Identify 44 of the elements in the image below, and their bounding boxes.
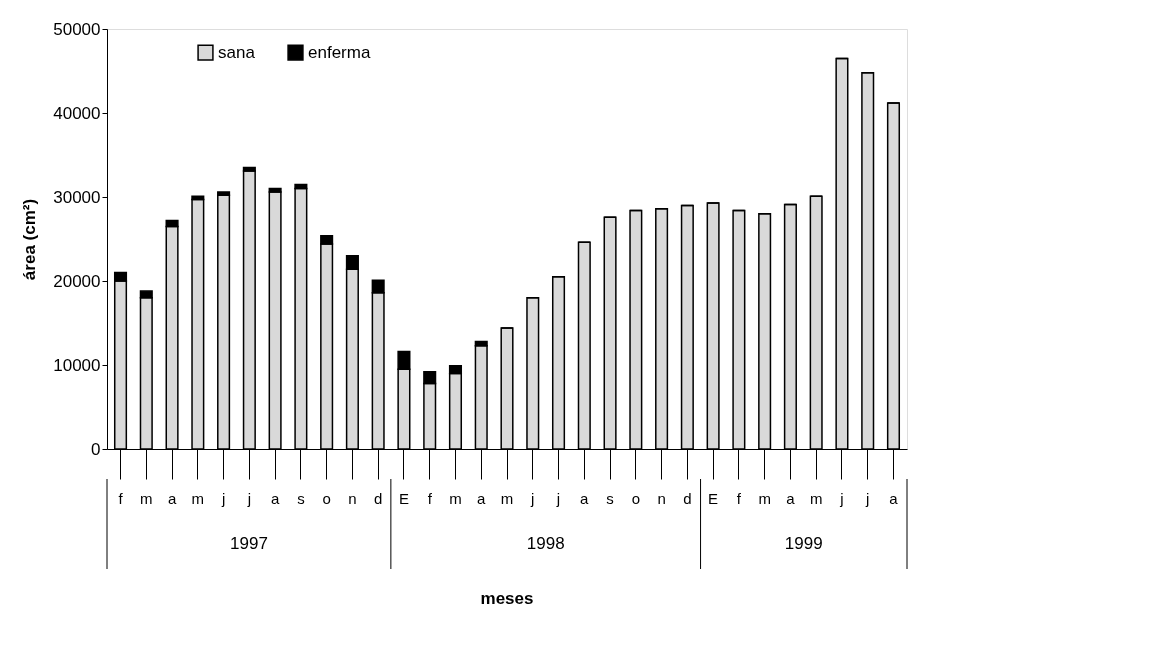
- x-tick-label: E: [708, 489, 719, 507]
- x-tick-label: E: [398, 489, 409, 507]
- x-tick-label: n: [657, 489, 666, 507]
- y-tick-label: 30000: [53, 187, 101, 207]
- text: 1999: [784, 534, 823, 553]
- x-tick-label: a: [477, 489, 487, 507]
- x-tick-label: m: [140, 489, 153, 507]
- y-tick-label: 10000: [53, 355, 101, 375]
- x-tick-label: d: [374, 489, 383, 507]
- x-tick-label: a: [270, 489, 280, 507]
- x-axis-title: meses: [480, 589, 534, 608]
- x-tick-label: j: [530, 489, 535, 507]
- x-tick-label: a: [889, 489, 899, 507]
- text: 1997: [230, 534, 268, 553]
- x-tick-label: j: [865, 489, 870, 507]
- legend-label: enferma: [308, 42, 371, 62]
- x-tick-label: j: [839, 489, 844, 507]
- x-tick-label: s: [297, 489, 305, 507]
- x-tick-label: d: [683, 489, 692, 507]
- y-axis-title: área (cm²): [20, 198, 40, 281]
- x-tick-label: j: [246, 489, 252, 507]
- y-tick-label: 40000: [53, 103, 101, 123]
- x-tick-label: s: [606, 489, 614, 507]
- y-tick-label: 50000: [53, 19, 101, 39]
- text: 1998: [526, 534, 565, 553]
- x-tick-label: o: [631, 489, 640, 507]
- x-tick-label: n: [348, 489, 357, 507]
- x-tick-label: m: [191, 489, 205, 507]
- x-tick-label: m: [500, 489, 514, 507]
- y-tick-label: 20000: [53, 271, 101, 291]
- x-tick-label: o: [322, 489, 331, 507]
- x-tick-label: a: [786, 489, 796, 507]
- x-tick-label: f: [427, 489, 433, 507]
- x-tick-label: a: [580, 489, 590, 507]
- x-tick-label: m: [758, 489, 771, 507]
- x-tick-label: j: [555, 489, 561, 507]
- x-tick-label: a: [167, 489, 177, 507]
- y-tick-label: 0: [91, 439, 101, 459]
- x-tick-label: f: [736, 489, 742, 507]
- x-tick-label: m: [809, 489, 823, 507]
- x-tick-label: f: [118, 489, 124, 507]
- x-tick-label: m: [449, 489, 462, 507]
- x-tick-label: j: [220, 489, 226, 507]
- legend-label: sana: [218, 42, 256, 62]
